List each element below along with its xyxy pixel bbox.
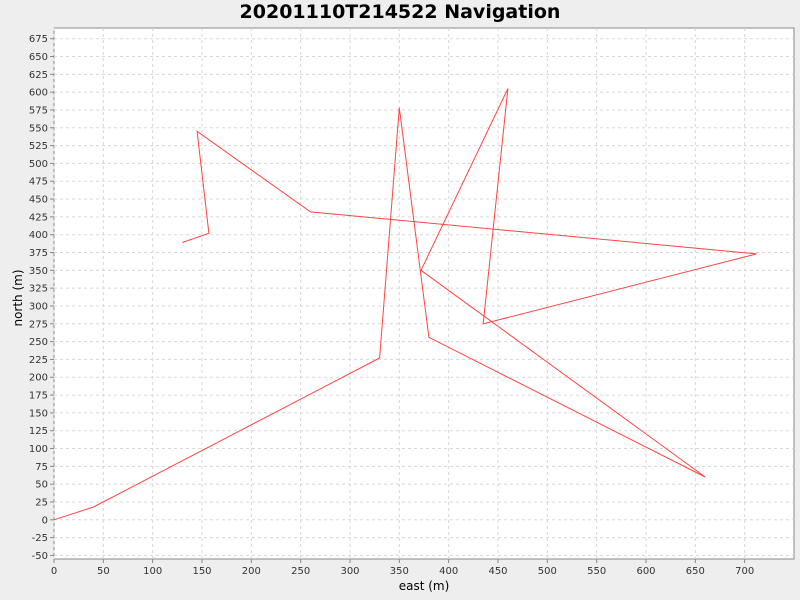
axis-ticks: 0 50 100 150 200 250 300 350 400 450 500 550 600 650 7… [29,34,754,577]
y-tick-label: 50 [35,480,48,491]
grid [53,28,794,559]
y-tick-label: 300 [29,301,48,312]
x-tick-label: 200 [242,566,261,577]
y-tick-label: 650 [29,52,48,63]
y-tick-label: 325 [29,284,48,295]
y-tick-label: 275 [29,319,48,330]
x-axis-label: east (m) [399,579,450,593]
y-tick-label: 75 [35,462,48,473]
x-tick-label: 600 [636,566,655,577]
x-tick-label: 350 [390,566,409,577]
plot-area [53,27,795,560]
y-tick-label: 600 [29,88,48,99]
y-tick-label: 475 [29,177,48,188]
x-tick-label: 50 [97,566,110,577]
y-tick-label: 675 [29,34,48,45]
y-tick-label: 575 [29,105,48,116]
y-tick-label: 175 [29,391,48,402]
y-tick-label: 425 [29,212,48,223]
y-tick-label: 100 [29,444,48,455]
y-tick-label: 400 [29,230,48,241]
y-tick-label: 200 [29,373,48,384]
y-tick-label: 250 [29,337,48,348]
y-tick-label: 625 [29,70,48,81]
x-tick-label: 300 [340,566,359,577]
x-tick-label: 550 [587,566,606,577]
y-tick-label: 450 [29,195,48,206]
y-tick-label: -50 [32,551,48,562]
x-tick-label: 450 [488,566,507,577]
x-tick-label: 150 [192,566,211,577]
y-tick-label: 375 [29,248,48,259]
y-axis-label: north (m) [11,269,25,326]
y-tick-label: -25 [32,533,48,544]
chart-title: 20201110T214522 Navigation [239,1,561,23]
y-tick-label: 500 [29,159,48,170]
x-tick-label: 500 [538,566,557,577]
y-tick-label: 525 [29,141,48,152]
y-tick-label: 125 [29,426,48,437]
x-tick-label: 650 [686,566,705,577]
y-tick-label: 150 [29,408,48,419]
y-tick-label: 25 [35,497,48,508]
navigation-track-line [53,88,757,521]
y-tick-label: 0 [42,515,48,526]
x-tick-label: 100 [143,566,162,577]
x-tick-label: 700 [735,566,754,577]
x-tick-label: 400 [439,566,458,577]
y-tick-label: 225 [29,355,48,366]
x-tick-label: 250 [291,566,310,577]
y-tick-label: 550 [29,123,48,134]
y-tick-label: 350 [29,266,48,277]
x-tick-label: 0 [51,566,57,577]
series-group [53,88,757,521]
